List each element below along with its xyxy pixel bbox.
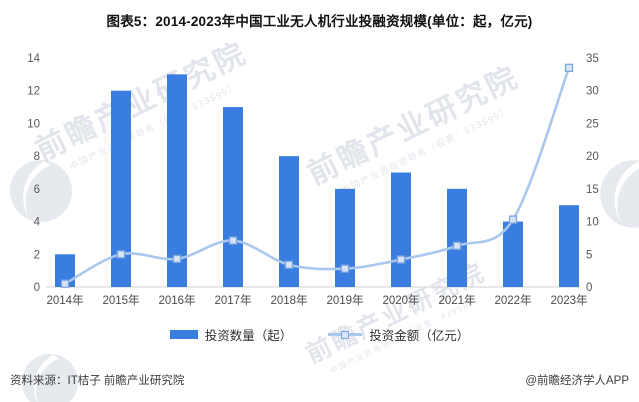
bar-2018年	[279, 156, 299, 287]
chart-plot-area: 0 2 4 6 8 10 12 14 0 5 10 15 20 25 30 35 2014年 2015年 2016年…	[27, 53, 599, 307]
right-axis-tick-0: 0	[586, 282, 592, 294]
left-axis-tick-6: 6	[34, 184, 40, 196]
legend-label-bar: 投资数量（起）	[204, 329, 293, 343]
right-axis-tick-30: 30	[586, 86, 599, 98]
chart-legend: 投资数量（起） 投资金额（亿元）	[0, 325, 639, 344]
line-marker-2014年	[60, 279, 70, 288]
x-axis-label-2022年: 2022年	[494, 293, 531, 307]
x-axis-label-2014年: 2014年	[46, 293, 83, 307]
bar-2016年	[167, 74, 187, 287]
line-marker-2023年	[564, 63, 574, 72]
line-marker-2021年	[452, 241, 462, 250]
line-marker-2015年	[116, 250, 126, 259]
left-axis-tick-4: 4	[34, 217, 41, 229]
line-series-swatch-icon	[328, 330, 363, 339]
left-axis-tick-12: 12	[27, 86, 40, 98]
bar-2014年	[55, 254, 75, 287]
line-series-path	[64, 67, 571, 285]
legend-label-line: 投资金额（亿元）	[369, 329, 470, 343]
bar-2022年	[503, 221, 523, 287]
x-axis-label-2017年: 2017年	[214, 293, 251, 307]
right-axis-tick-15: 15	[586, 184, 599, 196]
x-axis-label-2020年: 2020年	[382, 293, 419, 307]
x-axis-label-2019年: 2019年	[326, 293, 363, 307]
bar-2019年	[335, 188, 355, 287]
bar-2023年	[559, 205, 579, 287]
left-axis-tick-14: 14	[27, 53, 40, 65]
left-axis-tick-0: 0	[34, 282, 40, 294]
bar-2015年	[111, 90, 131, 287]
left-axis-tick-8: 8	[34, 151, 40, 163]
x-axis-label-2021年: 2021年	[438, 293, 475, 307]
line-marker-2019年	[340, 264, 350, 273]
x-axis-label-2015年: 2015年	[102, 293, 139, 307]
line-marker-2016年	[172, 254, 182, 264]
line-marker-2018年	[284, 260, 294, 269]
right-axis-tick-10: 10	[586, 217, 599, 229]
line-marker-2022年	[508, 215, 518, 224]
left-axis-tick-10: 10	[27, 118, 40, 130]
right-axis-tick-5: 5	[586, 249, 592, 261]
bar-2021年	[447, 188, 467, 287]
chart-title: 图表5：2014-2023年中国工业无人机行业投融资规模(单位：起，亿元)	[106, 14, 533, 29]
right-axis-tick-25: 25	[586, 118, 599, 130]
bar-series-swatch-icon	[169, 330, 198, 339]
x-axis-label-2023年: 2023年	[550, 293, 587, 307]
left-axis-tick-2: 2	[34, 249, 40, 261]
x-axis-label-2016年: 2016年	[158, 293, 195, 307]
bar-2020年	[391, 172, 411, 287]
right-axis-tick-20: 20	[586, 151, 599, 163]
legend-item-bar-series: 投资数量（起）	[169, 325, 293, 344]
right-axis-tick-35: 35	[586, 53, 599, 65]
bar-2017年	[223, 107, 243, 287]
credit-text: @前瞻经济学人APP	[525, 375, 629, 387]
line-marker-2020年	[396, 255, 406, 264]
line-marker-2017年	[228, 236, 238, 245]
chart-footer: 资料来源：IT桔子 前瞻产业研究院 @前瞻经济学人APP	[10, 372, 629, 388]
legend-item-line-series: 投资金额（亿元）	[328, 325, 469, 344]
data-source-text: 资料来源：IT桔子 前瞻产业研究院	[10, 375, 185, 387]
x-axis-label-2018年: 2018年	[270, 293, 307, 307]
